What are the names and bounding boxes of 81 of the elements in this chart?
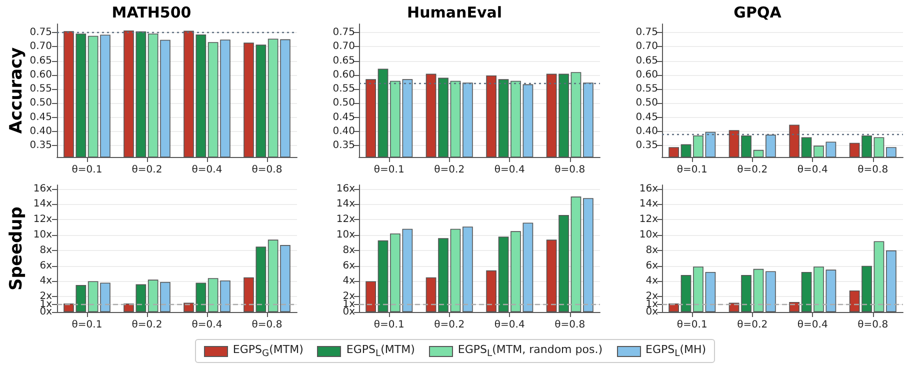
legend-label: EGPS$_{L}$(MH)	[646, 343, 706, 360]
x-tick-label: θ=0.8	[858, 320, 888, 330]
y-tick-label: 16x	[639, 183, 658, 194]
x-tick-label: θ=0.2	[132, 320, 162, 330]
x-tick-label: θ=0.1	[676, 164, 708, 176]
y-tick-label: 14x	[33, 198, 52, 210]
x-tick-label: θ=0.2	[434, 164, 465, 176]
y-tick-label: 6x	[342, 260, 356, 272]
y-tick-label: 0.70	[636, 41, 658, 52]
y-tick-label: 0.45	[30, 112, 52, 123]
y-tick-label: 0.60	[332, 69, 355, 80]
x-tick-label: θ=0.4	[494, 320, 525, 330]
y-tick-label: 12x	[336, 214, 356, 226]
y-tick-label: 14x	[336, 198, 356, 210]
y-tick-label: 12x	[639, 214, 658, 226]
y-tick-label: 0.70	[332, 41, 355, 52]
y-tick-label: 8x	[646, 244, 658, 256]
y-tick-label: 10x	[33, 230, 52, 241]
y-tick-label: 0.55	[332, 84, 355, 95]
y-tick-label: 4x	[646, 276, 658, 287]
legend-label: EGPS$_{L}$(MTM, random pos.)	[458, 343, 603, 360]
y-tick-label: 0.55	[636, 84, 658, 95]
y-axis-title: Speedup	[6, 206, 26, 290]
x-tick-label: θ=0.2	[434, 320, 465, 330]
y-axis-title: Accuracy	[6, 47, 26, 134]
y-tick-label: 0.70	[30, 41, 52, 52]
y-tick-label: 0.40	[30, 126, 52, 138]
legend-label: EGPS$_{G}$(MTM)	[232, 343, 304, 360]
y-tick-label: 14x	[639, 198, 658, 210]
x-tick-label: θ=0.4	[797, 164, 828, 176]
chart-title: GPQA	[734, 4, 782, 22]
y-tick-label: 6x	[646, 260, 658, 272]
x-tick-label: θ=0.8	[554, 164, 586, 176]
y-tick-label: 0.35	[332, 140, 355, 152]
x-tick-label: θ=0.2	[737, 320, 768, 330]
x-tick-label: θ=0.4	[192, 320, 222, 330]
y-tick-label: 0.35	[30, 140, 52, 152]
y-tick-label: 16x	[336, 183, 356, 194]
y-tick-label: 0.50	[30, 98, 52, 109]
y-tick-label: 10x	[639, 230, 658, 241]
x-tick-label: θ=0.8	[554, 320, 586, 330]
y-tick-label: 0.65	[332, 55, 355, 66]
y-tick-label: 0.60	[30, 69, 52, 80]
y-tick-label: 0.65	[636, 55, 658, 66]
x-tick-label: θ=0.1	[676, 320, 708, 330]
x-tick-label: θ=0.1	[72, 164, 102, 176]
y-tick-label: 0.75	[332, 26, 355, 38]
x-tick-label: θ=0.1	[72, 320, 102, 330]
y-tick-label: 8x	[342, 244, 356, 256]
y-tick-label: 10x	[336, 230, 356, 241]
x-tick-label: θ=0.8	[252, 320, 282, 330]
y-tick-label: 6x	[40, 260, 52, 272]
x-tick-label: θ=0.4	[797, 320, 828, 330]
y-tick-label: 0.50	[332, 98, 355, 109]
y-tick-label: 8x	[40, 244, 52, 256]
y-tick-label: 0.35	[636, 140, 658, 152]
y-tick-label: 4x	[40, 276, 52, 287]
x-tick-label: θ=0.4	[192, 164, 222, 176]
y-tick-label: 4x	[342, 276, 356, 287]
chart-title: HumanEval	[407, 4, 502, 22]
x-tick-label: θ=0.8	[858, 164, 888, 176]
y-tick-label: 16x	[33, 183, 52, 194]
y-tick-label: 0.50	[636, 98, 658, 109]
y-tick-label: 0.45	[636, 112, 658, 123]
y-tick-label: 0.40	[332, 126, 355, 138]
y-tick-label: 0.75	[30, 26, 52, 38]
x-tick-label: θ=0.8	[252, 164, 282, 176]
y-tick-label: 0.40	[636, 126, 658, 138]
x-tick-label: θ=0.2	[132, 164, 162, 176]
x-tick-label: θ=0.2	[737, 164, 768, 176]
y-tick-label: 12x	[33, 214, 52, 226]
y-tick-label: 0.75	[636, 26, 658, 38]
chart-title: MATH500	[112, 4, 192, 22]
y-tick-label: 0.60	[636, 69, 658, 80]
x-tick-label: θ=0.4	[494, 164, 525, 176]
x-tick-label: θ=0.1	[374, 320, 404, 330]
x-tick-label: θ=0.1	[374, 164, 404, 176]
legend-label: EGPS$_{L}$(MTM)	[346, 343, 415, 360]
y-tick-label: 0.65	[30, 55, 52, 66]
y-tick-label: 0.45	[332, 112, 355, 123]
y-tick-label: 0.55	[30, 84, 52, 95]
